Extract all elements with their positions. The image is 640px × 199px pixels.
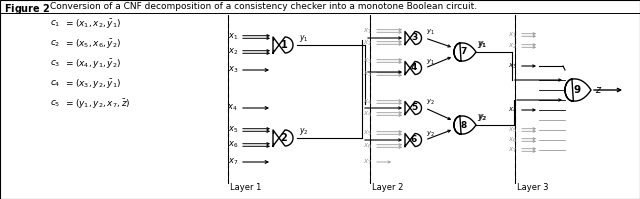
Text: $x_5$: $x_5$ <box>228 125 238 135</box>
Polygon shape <box>454 116 476 134</box>
Text: $x_3$: $x_3$ <box>227 65 238 75</box>
Text: $x_2$: $x_2$ <box>228 47 238 57</box>
Polygon shape <box>405 31 422 45</box>
Text: $c_1$: $c_1$ <box>50 19 60 29</box>
Text: $x_2$: $x_2$ <box>508 41 517 51</box>
Text: $x_2$: $x_2$ <box>363 38 372 48</box>
Text: $c_3$: $c_3$ <box>50 59 60 69</box>
Polygon shape <box>405 101 422 114</box>
Text: $x_5$: $x_5$ <box>363 128 372 138</box>
Text: Layer 2: Layer 2 <box>372 183 403 192</box>
Text: Layer 1: Layer 1 <box>230 183 261 192</box>
Text: 7: 7 <box>461 48 467 57</box>
Text: $x_1$: $x_1$ <box>508 30 517 40</box>
Text: 1: 1 <box>280 40 287 50</box>
Text: 8: 8 <box>461 121 467 130</box>
Text: $y_2$: $y_2$ <box>477 112 486 123</box>
Text: $x_6$: $x_6$ <box>227 140 238 150</box>
Polygon shape <box>454 43 476 61</box>
Text: 3: 3 <box>411 33 417 43</box>
Polygon shape <box>565 79 591 101</box>
Text: $x_7$: $x_7$ <box>363 157 372 167</box>
Text: $x_7$: $x_7$ <box>508 145 517 155</box>
Text: $x_4$: $x_4$ <box>363 109 372 119</box>
Text: $x_3$: $x_3$ <box>363 69 372 79</box>
Text: $x_5$: $x_5$ <box>508 125 517 135</box>
Text: $x_3$: $x_3$ <box>363 56 372 66</box>
Text: $x_4$: $x_4$ <box>363 97 372 107</box>
Text: $\bf{Figure\ 2}$: $\bf{Figure\ 2}$ <box>4 2 51 16</box>
Text: $y_2$: $y_2$ <box>299 126 308 137</box>
Text: $x_7$: $x_7$ <box>228 157 238 167</box>
Text: $y_2$: $y_2$ <box>478 112 488 123</box>
Text: $x_3$: $x_3$ <box>508 61 517 71</box>
Text: $x_4$: $x_4$ <box>227 103 238 113</box>
Text: $c_5$: $c_5$ <box>50 99 60 109</box>
Text: $c_2$: $c_2$ <box>50 39 60 49</box>
Text: $y_1$: $y_1$ <box>426 58 435 67</box>
Text: $x_6$: $x_6$ <box>363 141 372 151</box>
Polygon shape <box>273 37 293 53</box>
Text: $y_1$: $y_1$ <box>477 39 486 50</box>
Text: $y_2$: $y_2$ <box>426 98 435 107</box>
Text: $x_4$: $x_4$ <box>508 105 517 115</box>
Text: 4: 4 <box>411 63 417 72</box>
Text: Conversion of a CNF decomposition of a consistency checker into a monotone Boole: Conversion of a CNF decomposition of a c… <box>50 2 477 11</box>
Text: $=(x_5,x_6,\bar{y}_2)$: $=(x_5,x_6,\bar{y}_2)$ <box>64 37 122 51</box>
Text: 5: 5 <box>411 103 417 112</box>
Text: $y_2$: $y_2$ <box>426 130 435 139</box>
Text: $x_6$: $x_6$ <box>508 135 517 145</box>
Text: $y_1$: $y_1$ <box>426 28 435 37</box>
Text: $c_4$: $c_4$ <box>50 79 61 89</box>
Text: z: z <box>595 85 600 95</box>
Text: $x_1$: $x_1$ <box>228 32 238 42</box>
Text: $=(x_4,y_1,\bar{y}_2)$: $=(x_4,y_1,\bar{y}_2)$ <box>64 58 122 70</box>
Text: Layer 3: Layer 3 <box>517 183 548 192</box>
Text: 2: 2 <box>280 133 287 143</box>
Polygon shape <box>273 130 293 146</box>
Text: $=(x_1,x_2,\bar{y}_1)$: $=(x_1,x_2,\bar{y}_1)$ <box>64 18 122 30</box>
Text: $y_1$: $y_1$ <box>478 39 488 50</box>
Text: $y_1$: $y_1$ <box>299 33 308 44</box>
Text: 9: 9 <box>573 85 580 95</box>
Text: $x_1$: $x_1$ <box>363 26 372 36</box>
Text: 6: 6 <box>411 136 417 144</box>
Polygon shape <box>405 134 422 146</box>
Text: $=(x_3,y_2,\bar{y}_1)$: $=(x_3,y_2,\bar{y}_1)$ <box>64 77 122 91</box>
Polygon shape <box>405 61 422 74</box>
Text: $=(y_1,y_2,x_7,\bar{z})$: $=(y_1,y_2,x_7,\bar{z})$ <box>64 98 131 110</box>
